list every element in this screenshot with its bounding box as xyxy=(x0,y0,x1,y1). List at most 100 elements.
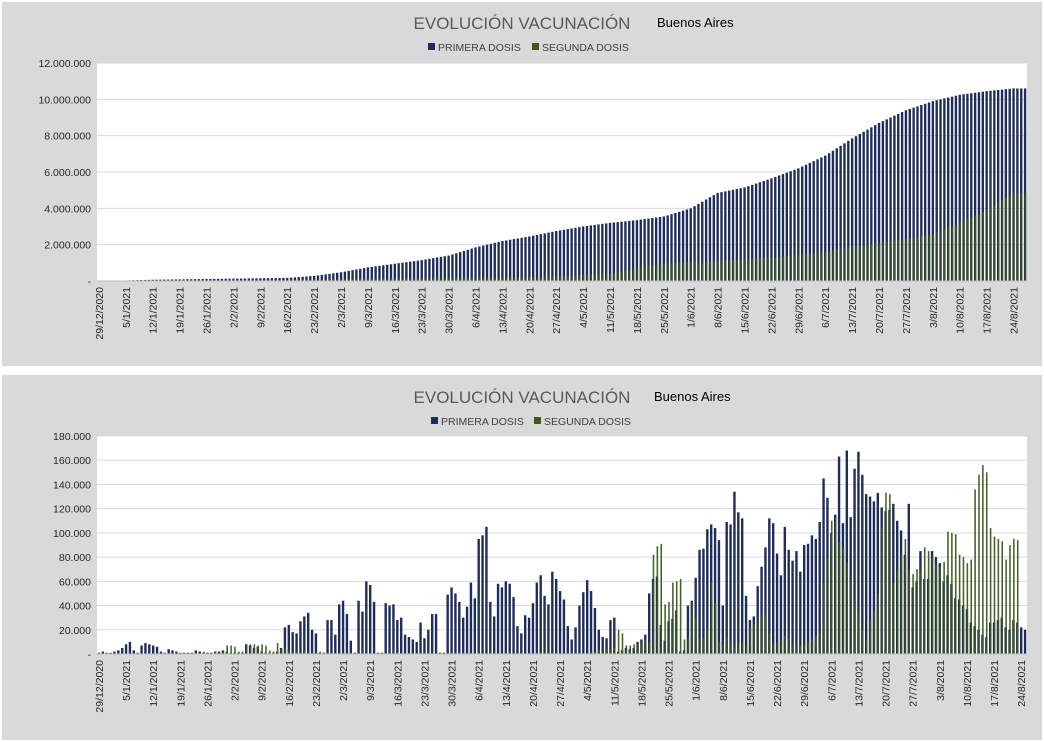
x-tick-label: 9/2/2021 xyxy=(257,660,269,701)
bar-segunda xyxy=(728,260,731,281)
bar-primera xyxy=(543,595,546,654)
x-tick-label: 8/6/2021 xyxy=(718,660,730,701)
bar-primera xyxy=(740,518,744,654)
bar-primera xyxy=(372,601,376,654)
bar-primera xyxy=(868,496,872,654)
bar-primera xyxy=(810,535,814,654)
bar-segunda xyxy=(393,652,395,654)
bar-segunda xyxy=(997,538,1000,654)
bar-segunda xyxy=(678,262,681,281)
bar-primera xyxy=(428,258,431,281)
x-tick-label: 29/6/2021 xyxy=(793,287,805,334)
bar-segunda xyxy=(218,652,221,654)
bar-segunda xyxy=(799,645,802,654)
bar-primera xyxy=(462,250,466,281)
bar-segunda xyxy=(815,635,818,654)
bar-primera xyxy=(770,178,773,281)
bar-primera xyxy=(320,274,323,281)
bar-primera xyxy=(326,620,329,654)
bar-segunda xyxy=(494,277,496,281)
x-tick-label: 2/3/2021 xyxy=(338,660,350,701)
bar-primera xyxy=(399,617,403,654)
bar-segunda xyxy=(660,543,663,654)
bar-segunda xyxy=(908,569,911,654)
bar-segunda xyxy=(954,534,957,654)
bar-primera xyxy=(698,549,701,654)
bar-primera xyxy=(171,650,174,654)
bar-primera xyxy=(643,219,646,281)
bar-segunda xyxy=(536,276,539,281)
bar-segunda xyxy=(1013,192,1015,281)
bar-primera xyxy=(721,605,725,654)
bar-segunda xyxy=(559,652,562,654)
bar-segunda xyxy=(431,652,434,654)
bar-primera xyxy=(747,186,750,281)
x-tick-label: 25/5/2021 xyxy=(659,287,671,334)
bar-primera xyxy=(299,621,302,654)
bar-primera xyxy=(993,90,996,281)
bar-primera xyxy=(477,538,480,654)
bar-primera xyxy=(124,644,128,654)
bar-primera xyxy=(704,199,708,281)
bar-primera xyxy=(713,528,717,654)
bar-segunda xyxy=(924,235,927,281)
x-tick-label: 15/6/2021 xyxy=(745,660,757,707)
bar-segunda xyxy=(828,251,831,281)
x-tick-label: 11/5/2021 xyxy=(605,287,617,333)
bar-primera xyxy=(466,249,470,281)
bar-segunda xyxy=(586,652,589,654)
bar-primera xyxy=(351,270,354,281)
bar-segunda xyxy=(613,647,616,654)
bar-segunda xyxy=(931,557,934,654)
chart-title: EVOLUCIÓN VACUNACIÓN xyxy=(414,388,631,407)
x-tick-label: 13/4/2021 xyxy=(497,287,509,334)
bar-primera xyxy=(958,94,961,281)
bar-primera xyxy=(582,592,585,654)
bar-segunda xyxy=(540,276,543,281)
bar-segunda xyxy=(226,645,229,654)
bar-segunda xyxy=(1009,195,1011,281)
bar-segunda xyxy=(451,652,453,654)
bar-segunda xyxy=(874,243,877,281)
bar-segunda xyxy=(734,646,736,654)
bar-segunda xyxy=(916,569,918,654)
x-tick-label: 26/1/2021 xyxy=(202,287,214,334)
bar-primera xyxy=(451,254,454,281)
bar-segunda xyxy=(590,274,593,281)
bar-primera xyxy=(458,252,462,281)
x-tick-label: 12/1/2021 xyxy=(148,660,160,707)
bar-primera xyxy=(802,545,806,654)
legend-swatch-primera xyxy=(428,43,435,50)
bar-primera xyxy=(597,629,601,654)
bar-segunda xyxy=(807,641,810,654)
bar-primera xyxy=(335,272,339,281)
bar-primera xyxy=(989,90,992,282)
bar-primera xyxy=(370,266,373,281)
bar-primera xyxy=(159,279,162,281)
bar-primera xyxy=(443,256,446,281)
bar-segunda xyxy=(413,278,416,281)
daily-chart: EVOLUCIÓN VACUNACIÓN Buenos Aires PRIMER… xyxy=(53,388,1028,713)
x-tick-label: 9/2/2021 xyxy=(255,287,267,328)
bar-primera xyxy=(791,560,794,654)
bar-segunda xyxy=(878,242,881,281)
bar-primera xyxy=(197,279,201,281)
bar-segunda xyxy=(667,263,669,281)
bar-primera xyxy=(508,239,512,281)
bar-primera xyxy=(407,637,411,654)
bar-segunda xyxy=(1024,192,1027,281)
bar-segunda xyxy=(350,652,353,654)
y-tick-label: 160.000 xyxy=(53,455,91,467)
bar-segunda xyxy=(478,652,480,654)
x-tick-label: 24/8/2021 xyxy=(1016,660,1028,707)
bar-segunda xyxy=(958,554,961,654)
bar-segunda xyxy=(344,279,347,281)
bar-primera xyxy=(461,617,465,654)
bar-primera xyxy=(155,279,158,281)
bar-primera xyxy=(382,265,385,281)
bar-segunda xyxy=(912,574,914,654)
x-tick-label: 30/3/2021 xyxy=(447,660,459,707)
bar-segunda xyxy=(276,643,279,654)
bar-primera xyxy=(147,279,151,281)
x-tick-label: 6/7/2021 xyxy=(820,287,832,328)
